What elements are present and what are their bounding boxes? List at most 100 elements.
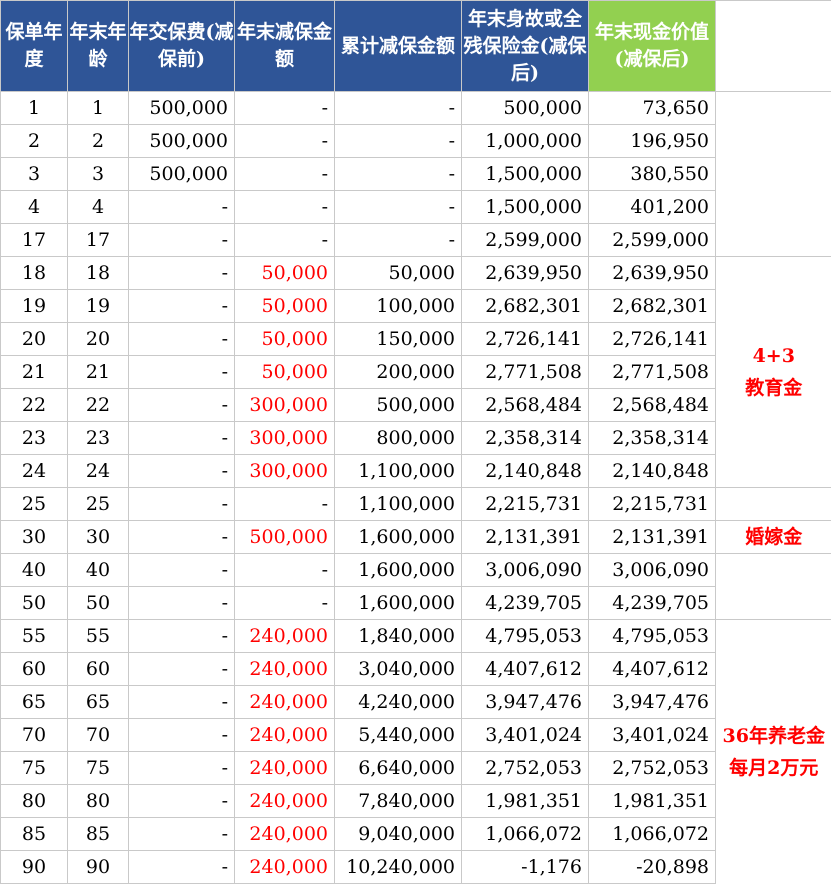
cell-reduction-amount: - — [234, 487, 335, 521]
cell-cash-value: 2,599,000 — [588, 223, 716, 257]
cell-annual-premium: - — [128, 586, 235, 620]
note-education-fund-line: 教育金 — [745, 377, 803, 399]
cell-age: 25 — [67, 487, 129, 521]
cell-reduction-amount: 240,000 — [234, 685, 335, 719]
cell-annual-premium: - — [128, 454, 235, 488]
cell-annual-premium: - — [128, 817, 235, 851]
cell-policy-year: 18 — [0, 256, 68, 290]
cell-death-benefit: 4,407,612 — [461, 652, 589, 686]
header-annual-premium: 年交保费(减保前) — [128, 0, 235, 92]
cell-policy-year: 40 — [0, 553, 68, 587]
header-cumulative-reduction: 累计减保金额 — [334, 0, 462, 92]
cell-annual-premium: 500,000 — [128, 91, 235, 125]
cell-policy-year: 24 — [0, 454, 68, 488]
cell-cumulative-reduction: 1,600,000 — [334, 586, 462, 620]
cell-reduction-amount: 240,000 — [234, 619, 335, 653]
cell-cash-value: 2,358,314 — [588, 421, 716, 455]
header-reduction-amount: 年末减保金额 — [234, 0, 335, 92]
cell-policy-year: 19 — [0, 289, 68, 323]
cell-annual-premium: - — [128, 388, 235, 422]
cell-reduction-amount: 300,000 — [234, 421, 335, 455]
cell-cumulative-reduction: 6,640,000 — [334, 751, 462, 785]
cell-cumulative-reduction: 150,000 — [334, 322, 462, 356]
note-pension-line: 36年养老金 — [722, 724, 825, 747]
cell-cash-value: 73,650 — [588, 91, 716, 125]
cell-policy-year: 2 — [0, 124, 68, 158]
cell-cash-value: 2,726,141 — [588, 322, 716, 356]
cell-cash-value: 3,401,024 — [588, 718, 716, 752]
cell-death-benefit: 1,981,351 — [461, 784, 589, 818]
cell-cash-value: 4,239,705 — [588, 586, 716, 620]
table-header-row: 保单年度 年末年龄 年交保费(减保前) 年末减保金额 累计减保金额 年末身故或全… — [0, 0, 831, 92]
cell-cumulative-reduction: - — [334, 223, 462, 257]
cell-reduction-amount: 300,000 — [234, 388, 335, 422]
cell-age: 2 — [67, 124, 129, 158]
cell-cash-value: 1,066,072 — [588, 817, 716, 851]
cell-reduction-amount: 500,000 — [234, 520, 335, 554]
cell-cumulative-reduction: 1,100,000 — [334, 487, 462, 521]
cell-age: 40 — [67, 553, 129, 587]
header-policy-year: 保单年度 — [0, 0, 68, 92]
cell-annual-premium: - — [128, 289, 235, 323]
cell-annual-premium: 500,000 — [128, 157, 235, 191]
cell-cumulative-reduction: 1,840,000 — [334, 619, 462, 653]
cell-death-benefit: 2,752,053 — [461, 751, 589, 785]
cell-death-benefit: 2,771,508 — [461, 355, 589, 389]
cell-policy-year: 90 — [0, 850, 68, 884]
cell-death-benefit: 500,000 — [461, 91, 589, 125]
cell-death-benefit: 2,131,391 — [461, 520, 589, 554]
cell-annual-premium: - — [128, 256, 235, 290]
cell-age: 60 — [67, 652, 129, 686]
note-pension: 36年养老金 每月2万元 — [715, 619, 831, 884]
cell-annual-premium: - — [128, 190, 235, 224]
cell-age: 30 — [67, 520, 129, 554]
cell-age: 24 — [67, 454, 129, 488]
table-row: 90 90-240,000 10,240,000 -1,176 -20,898 — [0, 850, 831, 884]
cell-age: 23 — [67, 421, 129, 455]
cell-policy-year: 23 — [0, 421, 68, 455]
table-row: 65 65-240,000 4,240,000 3,947,476 3,947,476 — [0, 685, 831, 719]
cell-cumulative-reduction: - — [334, 157, 462, 191]
cell-age: 17 — [67, 223, 129, 257]
cell-reduction-amount: - — [234, 586, 335, 620]
table-row: 20 20-50,000 150,000 2,726,141 2,726,141 — [0, 322, 831, 356]
cell-death-benefit: 1,000,000 — [461, 124, 589, 158]
cell-age: 1 — [67, 91, 129, 125]
cell-cash-value: 2,215,731 — [588, 487, 716, 521]
cell-cash-value: 3,947,476 — [588, 685, 716, 719]
cell-cumulative-reduction: 500,000 — [334, 388, 462, 422]
table-row: 17 17- - -2,599,000 2,599,000 — [0, 223, 831, 257]
table-row: 24 24-300,000 1,100,000 2,140,848 2,140,848 — [0, 454, 831, 488]
cell-death-benefit: 2,599,000 — [461, 223, 589, 257]
table-row: 25 25- -1,100,000 2,215,731 2,215,731 — [0, 487, 831, 521]
cell-age: 4 — [67, 190, 129, 224]
cell-age: 50 — [67, 586, 129, 620]
cell-policy-year: 65 — [0, 685, 68, 719]
cell-age: 3 — [67, 157, 129, 191]
cell-annual-premium: - — [128, 487, 235, 521]
cell-cumulative-reduction: 1,600,000 — [334, 553, 462, 587]
cell-reduction-amount: - — [234, 553, 335, 587]
note-education-fund-line: 4+3 — [752, 345, 795, 367]
cell-cash-value: 4,795,053 — [588, 619, 716, 653]
cell-age: 75 — [67, 751, 129, 785]
note-wedding-fund: 婚嫁金 — [715, 520, 831, 554]
cell-cash-value: -20,898 — [588, 850, 716, 884]
cell-policy-year: 75 — [0, 751, 68, 785]
table-row: 40 40- -1,600,000 3,006,090 3,006,090 — [0, 553, 831, 620]
cell-reduction-amount: - — [234, 223, 335, 257]
cell-death-benefit: 1,500,000 — [461, 157, 589, 191]
cell-reduction-amount: 50,000 — [234, 355, 335, 389]
cell-annual-premium: - — [128, 751, 235, 785]
cell-cumulative-reduction: 800,000 — [334, 421, 462, 455]
cell-policy-year: 21 — [0, 355, 68, 389]
cell-annual-premium: - — [128, 619, 235, 653]
table-row: 22 22-300,000 500,000 2,568,484 2,568,484 — [0, 388, 831, 422]
cell-cash-value: 2,131,391 — [588, 520, 716, 554]
cell-policy-year: 55 — [0, 619, 68, 653]
table-body: 1 1 500,000- -500,000 73,650 2 2 500,000- -1,000… — [0, 91, 831, 884]
cell-cash-value: 2,771,508 — [588, 355, 716, 389]
cell-age: 80 — [67, 784, 129, 818]
cell-death-benefit: 1,066,072 — [461, 817, 589, 851]
header-age-end: 年末年龄 — [67, 0, 129, 92]
